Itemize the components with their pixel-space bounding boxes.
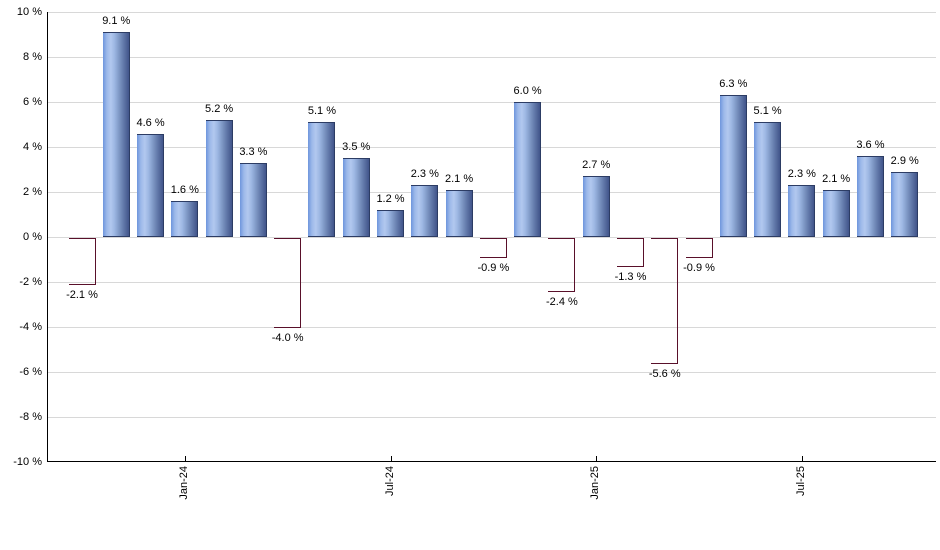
bar-value-label: 3.5 %: [342, 141, 371, 154]
y-tick-label: -8 %: [19, 410, 42, 423]
bar-positive: [445, 189, 473, 237]
plot-area: -2.1 % 9.1 % 4.6 % 1.6 % 5.2 % 3.3 % -4.0 % 5.1…: [48, 12, 936, 462]
bar-value-label: 6.0 %: [513, 85, 542, 97]
bar-value-label: -1.3 %: [614, 271, 647, 284]
y-tick-label: 0 %: [23, 230, 42, 243]
bar-positive: [205, 120, 233, 237]
y-tick-label: -10 %: [13, 455, 42, 468]
bar-value-label: 2.1 %: [822, 172, 851, 185]
gridline: [48, 102, 936, 103]
bar-negative: [548, 238, 576, 292]
bar-negative: [616, 238, 644, 268]
gridline: [48, 192, 936, 193]
bar-value-label: 5.2 %: [205, 103, 234, 115]
bar-value-label: 5.1 %: [753, 105, 782, 118]
bar-positive: [891, 171, 919, 237]
gridline: [48, 147, 936, 148]
bar-positive: [411, 185, 439, 237]
bar-positive: [239, 162, 267, 237]
y-tick-label: 8 %: [23, 50, 42, 63]
bar-positive: [582, 176, 610, 237]
y-tick-label: -6 %: [19, 365, 42, 378]
x-tick-label: Jul-24: [383, 466, 396, 496]
bar-positive: [754, 122, 782, 237]
x-axis-line: [46, 460, 936, 462]
bar-positive: [308, 122, 336, 237]
x-tick: [390, 456, 392, 461]
x-tick-label: Jan-25: [589, 466, 602, 500]
x-tick: [801, 456, 803, 461]
x-tick-label: Jul-25: [794, 466, 807, 496]
gridline: [48, 57, 936, 58]
bar-positive: [102, 32, 130, 237]
bar-negative: [274, 238, 302, 328]
y-axis-line: [46, 12, 48, 462]
gridline: [48, 237, 936, 238]
bar-negative: [68, 238, 96, 286]
gridline: [48, 372, 936, 373]
bar-value-label: 6.3 %: [719, 78, 748, 91]
y-tick-label: -4 %: [19, 320, 42, 333]
bar-value-label: 1.6 %: [170, 184, 199, 196]
bar-positive: [514, 102, 542, 237]
bar-negative: [479, 238, 507, 259]
bar-value-label: -2.4 %: [546, 296, 578, 308]
y-tick-label: 10 %: [16, 5, 42, 18]
bar-positive: [856, 156, 884, 237]
bar-positive: [788, 185, 816, 237]
bar-negative: [651, 238, 679, 364]
y-tick-label: 6 %: [23, 95, 42, 108]
bar-positive: [822, 189, 850, 237]
x-tick: [596, 456, 598, 461]
y-tick-label: -2 %: [19, 275, 42, 288]
bar-value-label: 1.2 %: [376, 193, 405, 205]
bar-value-label: -2.1 %: [66, 289, 98, 302]
gridline: [48, 282, 936, 283]
x-tick: [184, 456, 186, 461]
bar-value-label: -4.0 %: [271, 332, 304, 344]
bar-value-label: 2.3 %: [410, 168, 439, 181]
bar-positive: [342, 158, 370, 237]
bar-positive: [137, 133, 165, 237]
gridline: [48, 12, 936, 13]
y-tick-label: 4 %: [23, 140, 42, 153]
bar-value-label: 3.6 %: [856, 139, 885, 151]
bar-value-label: -0.9 %: [477, 262, 510, 275]
bar-value-label: 5.1 %: [307, 105, 337, 118]
bar-value-label: 2.3 %: [787, 168, 816, 181]
bar-value-label: -5.6 %: [648, 368, 681, 380]
bar-value-label: 9.1 %: [102, 15, 131, 28]
gridline: [48, 327, 936, 328]
gridline: [48, 417, 936, 418]
bar-value-label: 3.3 %: [239, 145, 268, 158]
bar-positive: [171, 201, 199, 237]
bar-value-label: 2.7 %: [582, 159, 611, 172]
bar-positive: [719, 95, 747, 237]
bar-value-label: 4.6 %: [136, 116, 165, 129]
y-tick-label: 2 %: [23, 185, 42, 198]
bar-value-label: 2.1 %: [445, 172, 474, 185]
x-tick-label: Jan-24: [177, 466, 190, 500]
bar-value-label: 2.9 %: [890, 154, 919, 167]
bar-negative: [685, 238, 713, 259]
bar-value-label: -0.9 %: [683, 262, 715, 275]
bar-positive: [377, 210, 405, 237]
